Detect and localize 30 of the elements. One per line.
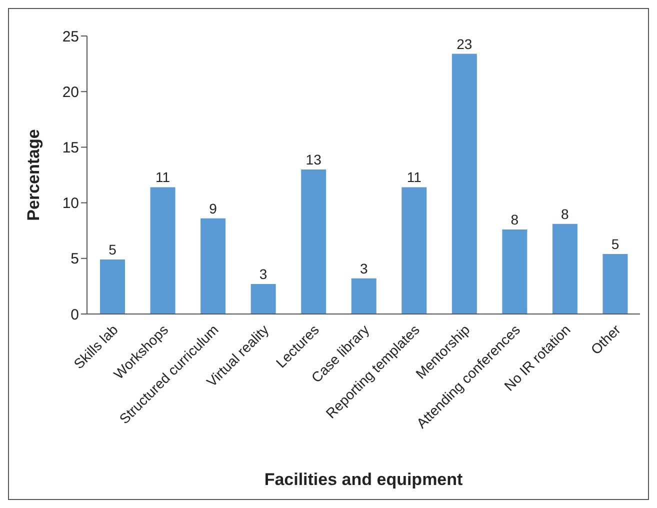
data-label: 9	[209, 200, 218, 216]
data-label: 3	[360, 260, 368, 276]
data-label: 3	[259, 266, 268, 282]
bar	[200, 218, 226, 314]
y-tick-label: 25	[62, 28, 79, 46]
data-label: 11	[406, 169, 422, 186]
bar	[602, 254, 628, 314]
data-label: 8	[510, 211, 519, 228]
data-label: 5	[108, 242, 117, 258]
bar	[452, 54, 477, 314]
y-tick-label: 15	[62, 140, 79, 157]
bar	[150, 187, 176, 314]
y-tick-label: 20	[62, 84, 79, 101]
bar	[100, 260, 125, 314]
bar	[402, 187, 427, 314]
bar	[301, 169, 326, 314]
data-label: 11	[156, 169, 170, 186]
y-tick-label: 5	[70, 250, 79, 268]
y-tick-label: 10	[62, 195, 79, 212]
data-label: 5	[611, 236, 620, 252]
bar	[351, 278, 376, 314]
bar	[250, 284, 276, 314]
data-label: 13	[306, 151, 322, 168]
y-tick-label: 0	[70, 306, 79, 324]
y-axis-title: Percentage	[24, 129, 44, 221]
bar	[502, 229, 528, 314]
bar	[552, 224, 578, 314]
data-label: 8	[561, 206, 570, 222]
data-label: 23	[456, 36, 472, 52]
x-axis-title: Facilities and equipment	[264, 470, 464, 489]
